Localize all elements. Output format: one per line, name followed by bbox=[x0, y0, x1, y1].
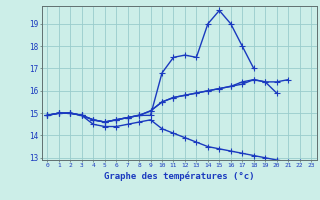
X-axis label: Graphe des températures (°c): Graphe des températures (°c) bbox=[104, 171, 254, 181]
